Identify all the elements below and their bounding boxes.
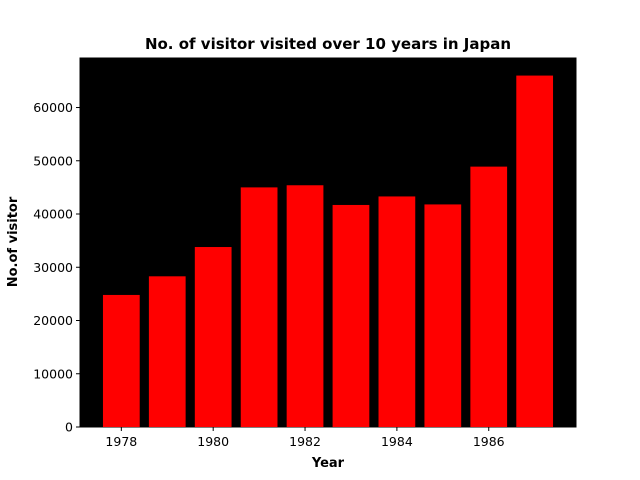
- y-tick-label: 50000: [33, 153, 73, 168]
- bar-1980: [194, 247, 232, 427]
- y-tick-label: 60000: [33, 100, 73, 115]
- bar-1981: [240, 187, 278, 427]
- bar-1979: [148, 276, 186, 427]
- bar-1984: [378, 196, 416, 427]
- bars-group: [102, 75, 554, 428]
- x-tick-label: 1986: [473, 434, 505, 449]
- y-tick-label: 0: [65, 420, 73, 435]
- bar-1982: [286, 185, 324, 427]
- y-tick-label: 30000: [33, 260, 73, 275]
- bar-1983: [332, 204, 370, 427]
- bar-1978: [102, 294, 140, 427]
- x-axis: 1978 1980 1982 1984 1986: [105, 427, 505, 449]
- y-tick-label: 40000: [33, 207, 73, 222]
- y-axis-title: No.of visitor: [6, 196, 21, 287]
- y-tick-label: 10000: [33, 366, 73, 381]
- x-tick-label: 1978: [105, 434, 137, 449]
- y-tick-label: 20000: [33, 313, 73, 328]
- bar-1987: [516, 75, 554, 428]
- bar-1986: [470, 166, 508, 427]
- bar-1985: [424, 204, 462, 427]
- x-tick-label: 1980: [197, 434, 229, 449]
- x-tick-label: 1982: [289, 434, 321, 449]
- x-tick-label: 1984: [381, 434, 413, 449]
- y-axis: 0 10000 20000 30000 40000 50000 60000: [33, 100, 80, 435]
- x-axis-title: Year: [311, 456, 345, 471]
- chart-title: No. of visitor visited over 10 years in …: [145, 35, 511, 53]
